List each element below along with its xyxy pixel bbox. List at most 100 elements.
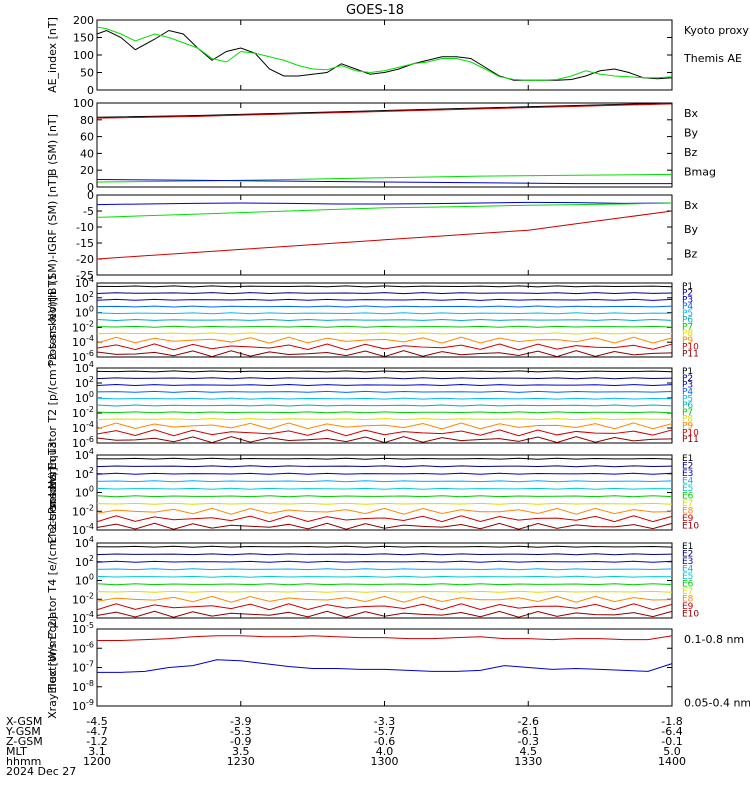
series-line-bx	[96, 178, 672, 185]
y-axis-label: B (SM) [nT]	[46, 114, 59, 176]
series-line-0-1-0-8-nm	[97, 635, 673, 642]
x-row-value: -5.3	[230, 725, 251, 738]
y-tick-label: 10-6	[72, 640, 94, 655]
legend-label: E6	[682, 580, 694, 590]
x-row-value: -4.5	[86, 715, 107, 728]
flux-line	[96, 590, 673, 593]
y-tick-label: 100	[75, 573, 94, 588]
flux-line	[96, 502, 673, 505]
x-row-label: Z-GSM	[6, 735, 43, 748]
panel-frame	[96, 628, 673, 707]
legend-label: P3	[682, 295, 693, 305]
flux-line	[96, 603, 673, 611]
y-tick-label: 104	[75, 447, 94, 462]
legend-label: 0.05-0.4 nm	[684, 697, 750, 710]
y-axis-label: Xray flux [W/m^2]	[46, 616, 59, 719]
legend-label: Bz	[684, 247, 698, 260]
legend-label: E1	[682, 454, 693, 464]
x-row-value: -6.4	[661, 725, 682, 738]
series-line-0-05-0-4-nm	[97, 659, 673, 673]
flux-line	[96, 384, 673, 387]
x-row-value: -2.6	[518, 715, 539, 728]
x-row-value: 1300	[371, 755, 399, 768]
x-row-label: X-GSM	[6, 715, 42, 728]
series-line-themis-ae	[96, 29, 673, 81]
series-line-by	[96, 202, 673, 218]
legend-label: E9	[682, 602, 694, 612]
flux-line	[96, 298, 673, 301]
y-tick-label: 10-6	[72, 435, 94, 450]
legend-label: E8	[682, 507, 694, 517]
x-row-value: 4.0	[376, 745, 394, 758]
y-axis-label: Electrons Equator T4 [e/(cm^2-s-sr-keV)]	[46, 467, 59, 693]
y-tick-label: 10-4	[72, 610, 94, 625]
date-label: 2024 Dec 27	[6, 765, 76, 778]
y-tick-label: 10-2	[72, 503, 94, 518]
y-tick-label: 10-8	[72, 679, 94, 694]
legend-label: Bz	[684, 146, 698, 159]
y-tick-label: 102	[75, 466, 94, 481]
flux-line	[96, 553, 673, 556]
legend-label: P6	[682, 316, 693, 326]
legend-label: E3	[682, 557, 693, 567]
legend-label: E6	[682, 492, 694, 502]
y-tick-label: 0	[87, 181, 94, 194]
flux-line	[96, 343, 673, 351]
y-tick-label: 104	[75, 275, 94, 290]
y-tick-label: 40	[80, 147, 94, 160]
legend-label: By	[684, 223, 699, 236]
x-row-value: -1.8	[661, 715, 682, 728]
legend-label: E3	[682, 469, 693, 479]
y-tick-label: 104	[75, 535, 94, 550]
legend-label: Themis AE	[683, 52, 742, 65]
x-row-value: -0.6	[374, 735, 395, 748]
x-row-value: -4.7	[86, 725, 107, 738]
series-line-bz	[96, 210, 673, 260]
y-tick-label: -15	[76, 237, 94, 250]
flux-line	[96, 560, 673, 563]
y-axis-label: B (SM)-IGRF (SM) [nT]	[46, 175, 59, 295]
x-row-value: -5.7	[374, 725, 395, 738]
legend-label: P9	[682, 422, 693, 432]
x-row-value: -3.9	[230, 715, 251, 728]
flux-line	[96, 583, 673, 586]
flux-line	[96, 465, 673, 468]
panel-frame	[96, 19, 673, 91]
legend-label: P1	[682, 282, 693, 292]
legend-label: P11	[682, 435, 699, 445]
legend-label: Kyoto proxy AE	[684, 24, 750, 37]
panel-7: 10-4 10-2 100 102 104 Electrons Equator T4 [e…	[46, 467, 699, 693]
legend-label: Bx	[684, 199, 699, 212]
legend-label: E7	[682, 587, 693, 597]
y-tick-label: 10-4	[72, 420, 94, 435]
legend-label: 0.1-0.8 nm	[684, 633, 744, 646]
legend-label: E1	[682, 542, 693, 552]
legend-label: P1	[682, 367, 693, 377]
legend-label: P11	[682, 349, 699, 359]
y-tick-label: 10-6	[72, 349, 94, 364]
x-row-value: 1400	[658, 755, 686, 768]
series-line-kyoto-proxy-ae	[96, 26, 673, 81]
flux-line	[96, 390, 673, 393]
legend-label: P4	[682, 387, 693, 397]
legend-label: P5	[682, 309, 693, 319]
flux-line	[96, 422, 673, 430]
x-row-label: MLT	[6, 745, 27, 758]
legend-label: E10	[682, 610, 699, 620]
series-line-bmag	[96, 102, 673, 118]
x-row-value: -6.1	[518, 725, 539, 738]
legend-label: P7	[682, 408, 693, 418]
x-row-label: hhmm	[6, 755, 41, 768]
y-tick-label: 10-2	[72, 405, 94, 420]
flux-line	[96, 575, 673, 578]
legend-label: E5	[682, 572, 693, 582]
legend-label: P4	[682, 302, 693, 312]
legend-label: P7	[682, 322, 693, 332]
y-axis-label: AE_index [nT]	[46, 17, 59, 93]
x-row-value: 3.5	[232, 745, 250, 758]
y-tick-label: 10-4	[72, 522, 94, 537]
y-tick-label: 10-5	[72, 621, 94, 636]
series-line-bx	[96, 201, 673, 206]
